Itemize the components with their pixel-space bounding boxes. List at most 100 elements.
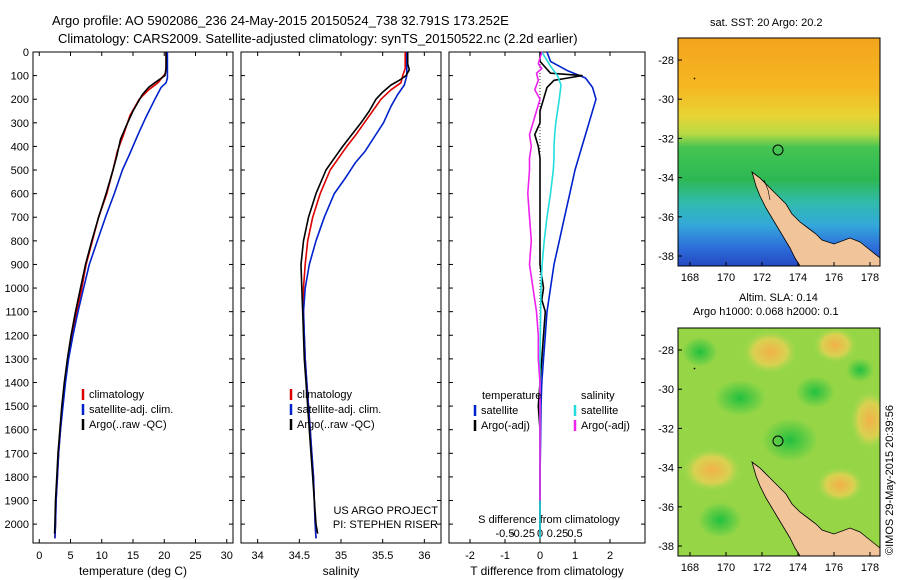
y-tick-label: 1700 — [5, 448, 29, 460]
y-tick-label: 2000 — [5, 519, 29, 531]
map-y-tick-label: -36 — [658, 212, 674, 224]
plot-frame — [32, 51, 234, 544]
y-tick-label: 1900 — [5, 496, 29, 508]
y-tick-label: 700 — [11, 212, 29, 224]
map-x-tick-label: 176 — [825, 562, 843, 574]
header-line2: Climatology: CARS2009. Satellite-adjuste… — [58, 31, 578, 46]
map-y-tick-label: -28 — [658, 55, 674, 67]
x-tick-label: 2 — [607, 550, 613, 562]
plot-frame — [240, 51, 442, 544]
map-x-tick-label: 170 — [717, 562, 735, 574]
x-tick-label: 30 — [221, 550, 233, 562]
map-x-tick-label: 168 — [681, 562, 699, 574]
legend-salinity-header: salinity — [581, 390, 615, 402]
legend-label: satellite-adj. clim. — [297, 404, 381, 416]
y-tick-label: 0 — [23, 47, 29, 59]
x-tick-label: 10 — [96, 550, 108, 562]
series-line-satellite-adj-clim- — [302, 52, 408, 539]
y-tick-label: 900 — [11, 259, 29, 271]
sla-map-title1: Altim. SLA: 0.14 — [739, 292, 818, 304]
map-x-tick-label: 176 — [825, 272, 843, 284]
x-tick-label: 25 — [189, 550, 201, 562]
y-tick-label: 800 — [11, 236, 29, 248]
x-tick-label: 35 — [335, 550, 347, 562]
salinity-panel: 34 34.5 35 35.5 36 salinity climatology satelli… — [240, 51, 442, 578]
legend-label: Argo(..raw -QC) — [297, 419, 375, 431]
y-tick-label: 1800 — [5, 472, 29, 484]
legend-label: climatology — [297, 389, 353, 401]
map-x-tick-label: 172 — [753, 562, 771, 574]
s-diff-axis-label: S difference from climatology — [478, 514, 620, 526]
x-axis-label: T difference from climatology — [470, 564, 624, 578]
map-x-tick-label: 170 — [717, 272, 735, 284]
map-y-tick-label: -28 — [658, 345, 674, 357]
x-tick-label: 1 — [572, 550, 578, 562]
sla-map: Altim. SLA: 0.14 Argo h1000: 0.068 h2000… — [658, 292, 881, 574]
map-x-tick-label: 178 — [861, 562, 879, 574]
y-tick-label: 1100 — [5, 307, 29, 319]
project-annotation: US ARGO PROJECT — [333, 505, 438, 517]
map-y-tick-label: -32 — [658, 423, 674, 435]
x-tick-label: 5 — [67, 550, 73, 562]
y-tick-label: 100 — [11, 71, 29, 83]
s-diff-tick-label: 0.5 — [567, 528, 582, 540]
x-tick-label: 34.5 — [289, 550, 310, 562]
plot-frame — [448, 51, 646, 544]
s-diff-tick-label: -0.25 — [510, 528, 535, 540]
x-tick-label: -2 — [465, 550, 475, 562]
legend-label: satellite-adj. clim. — [89, 404, 173, 416]
series-line-argo-raw-qc- — [300, 52, 411, 534]
y-tick-label: 1500 — [5, 401, 29, 413]
map-x-tick-label: 168 — [681, 272, 699, 284]
x-tick-label: 0 — [36, 550, 42, 562]
series-line-argo-raw-qc- — [53, 52, 167, 534]
new-zealand-land — [751, 170, 880, 266]
legend-label: Argo(-adj) — [581, 420, 630, 432]
sst-map-title: sat. SST: 20 Argo: 20.2 — [710, 17, 823, 29]
project-annotation: PI: STEPHEN RISER — [333, 519, 438, 531]
x-tick-label: -1 — [500, 550, 510, 562]
legend-label: satellite — [481, 405, 518, 417]
legend-label: climatology — [89, 389, 145, 401]
legend-label: Argo(-adj) — [481, 420, 530, 432]
map-x-tick-label: 178 — [861, 272, 879, 284]
legend-label: Argo(..raw -QC) — [89, 419, 167, 431]
map-x-tick-label: 174 — [789, 562, 807, 574]
argo-float-marker — [772, 144, 784, 156]
sla-map-title2: Argo h1000: 0.068 h2000: 0.1 — [693, 306, 839, 318]
map-y-tick-label: -36 — [658, 502, 674, 514]
header-line1: Argo profile: AO 5902086_236 24-May-2015… — [52, 13, 509, 28]
y-tick-label: 1400 — [5, 377, 29, 389]
map-y-tick-label: -38 — [658, 251, 674, 263]
s-diff-tick-label: -0.5 — [496, 528, 515, 540]
x-tick-label: 20 — [158, 550, 170, 562]
sst-map: sat. SST: 20 Argo: 20.2 -28 -30 -32 -34 -36 -… — [658, 17, 881, 284]
x-tick-label: 0 — [537, 550, 543, 562]
timestamp: ©IMOS 29-May-2015 20:39:56 — [884, 405, 896, 555]
x-tick-label: 15 — [127, 550, 139, 562]
series-line-satellite-adj-clim- — [54, 52, 169, 539]
y-tick-label: 200 — [11, 94, 29, 106]
map-x-tick-label: 172 — [753, 272, 771, 284]
map-y-tick-label: -32 — [658, 133, 674, 145]
x-tick-label: 34 — [252, 550, 264, 562]
map-x-tick-label: 174 — [789, 272, 807, 284]
series-line-satellite — [539, 51, 597, 539]
series-line-climatology — [54, 52, 167, 539]
series-line-climatology — [302, 52, 406, 539]
y-tick-label: 1600 — [5, 425, 29, 437]
temperature-panel: 0100200300400500600700800900100011001200… — [5, 47, 234, 578]
y-tick-label: 500 — [11, 165, 29, 177]
x-tick-label: 35.5 — [372, 550, 393, 562]
y-tick-label: 1300 — [5, 354, 29, 366]
map-y-tick-label: -30 — [658, 384, 674, 396]
x-axis-label: salinity — [323, 564, 360, 578]
y-tick-label: 400 — [11, 141, 29, 153]
legend-temperature-header: temperature — [482, 390, 541, 402]
difference-panel: -2 -1 0 1 2 T difference from climatology -0.5… — [448, 51, 646, 578]
map-y-tick-label: -34 — [658, 463, 674, 475]
y-tick-label: 1000 — [5, 283, 29, 295]
map-y-tick-label: -30 — [658, 94, 674, 106]
series-line-argo-adj- — [534, 52, 583, 534]
